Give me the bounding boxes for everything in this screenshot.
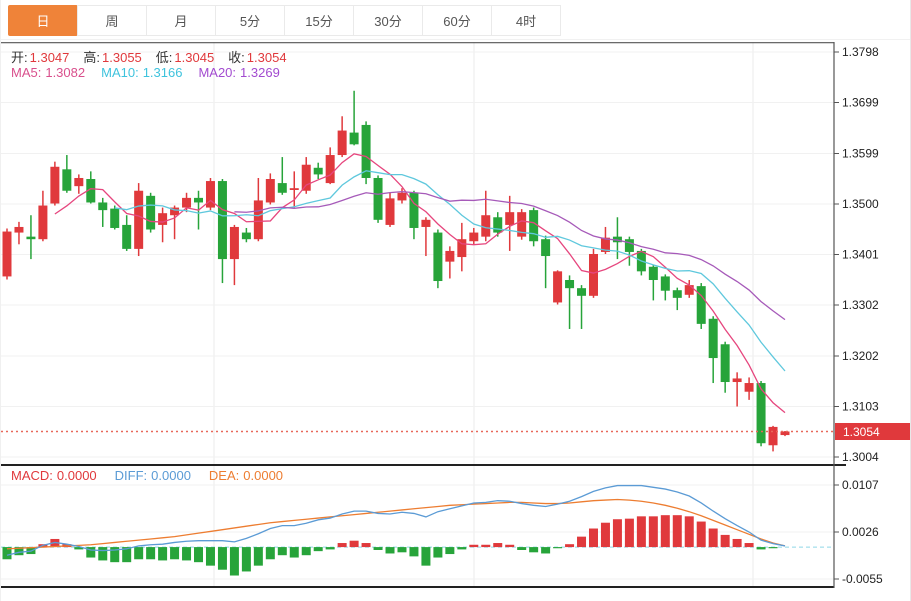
ma20-line [234,190,786,321]
kline-chart[interactable]: 1.3798 1.3699 1.3599 1.3500 1.3401 1.3302 1.32… [1,42,911,588]
tab-week[interactable]: 周 [77,5,147,36]
tab-month[interactable]: 月 [146,5,216,36]
close-label: 收: [228,50,245,65]
open-value: 1.3047 [29,50,70,65]
high-value: 1.3055 [102,50,142,65]
macd-axis-tick: -0.0055 [842,572,883,586]
dea-label: DEA: [208,468,240,483]
current-price-badge [835,422,910,440]
tab-60min[interactable]: 60分 [422,5,492,36]
ma10-line [114,170,786,372]
price-axis-tick: 1.3699 [842,95,879,109]
price-axis-tick: 1.3202 [842,349,879,363]
price-axis-tick: 1.3103 [842,400,879,414]
high-label: 高: [83,50,101,65]
close-value: 1.3054 [246,50,287,65]
macd-legend: MACD: 0.0000 DIFF: 0.0000 DEA: 0.0000 [11,468,283,483]
ma5-line [54,153,786,414]
ma10-label: MA10: [101,65,139,80]
diff-label: DIFF: [114,468,148,483]
tab-30min[interactable]: 30分 [353,5,423,36]
price-axis-tick: 1.3004 [842,450,879,464]
price-axis-tick: 1.3599 [842,147,879,161]
period-tabbar: 日 周 月 5分 15分 30分 60分 4时 [8,5,561,36]
ma5-value: 1.3082 [45,65,86,80]
ma10-value: 1.3166 [142,65,183,80]
macd-axis-tick: 0.0107 [842,478,879,492]
price-axis-tick: 1.3302 [842,298,879,312]
price-axis-tick: 1.3798 [842,45,879,59]
diff-value: 0.0000 [151,468,191,483]
ma20-value: 1.3269 [240,65,280,80]
tab-day[interactable]: 日 [8,5,78,36]
macd-axis-tick: 0.0026 [842,525,879,539]
current-price-value: 1.3054 [843,425,880,439]
tab-5min[interactable]: 5分 [215,5,285,36]
tab-4hour[interactable]: 4时 [491,5,561,36]
low-label: 低: [155,50,173,65]
diff-line [6,484,786,556]
tab-15min[interactable]: 15分 [284,5,354,36]
tabbar-divider [1,39,910,40]
price-axis-tick: 1.3500 [842,197,879,211]
dea-line [6,498,786,550]
ohlc-legend: 开: 1.3047 高: 1.3055 低: 1.3045 收: 1.3054 [11,47,301,66]
ma20-label: MA20: [198,65,237,80]
macd-value: 0.0000 [56,468,97,483]
macd-label: MACD: [11,468,53,483]
dea-value: 0.0000 [243,468,284,483]
macd-histogram [2,515,778,576]
ma-legend: MA5: 1.3082 MA10: 1.3166 MA20: 1.3269 [11,65,280,80]
ma5-label: MA5: [11,65,42,80]
candlesticks [2,90,790,452]
low-value: 1.3045 [174,50,215,65]
price-axis-tick: 1.3401 [842,248,879,262]
open-label: 开: [11,50,28,65]
